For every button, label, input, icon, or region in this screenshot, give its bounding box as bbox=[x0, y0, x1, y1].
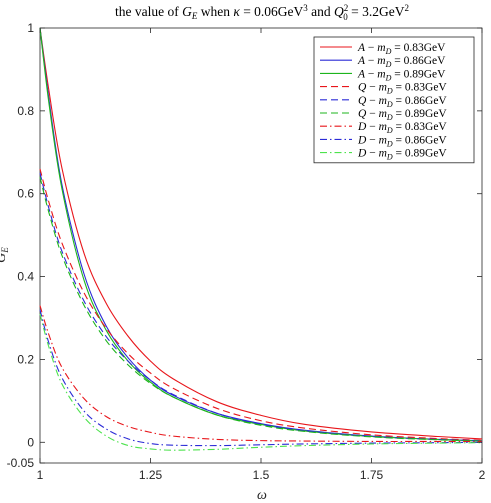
title-part-qsup: 2 bbox=[344, 3, 349, 13]
title-part-kappa: κ bbox=[233, 4, 240, 19]
title-part-5: = 3.2GeV bbox=[348, 4, 405, 19]
y-tick-label-4: 0.4 bbox=[17, 270, 34, 284]
legend-label-2: A − mD = 0.86GeV bbox=[357, 55, 446, 69]
x-axis-label: ω bbox=[257, 488, 267, 503]
legend-label-5: Q − mD = 0.86GeV bbox=[358, 95, 447, 109]
title-part-ge-sub: E bbox=[191, 11, 198, 21]
y-tick-label-5: 0.6 bbox=[17, 187, 34, 201]
title-part-q: Q bbox=[334, 4, 344, 19]
x-tick-label-3: 1.5 bbox=[253, 468, 270, 482]
legend-label-7: D − mD = 0.83GeV bbox=[357, 121, 447, 135]
title-part-qsub: 0 bbox=[343, 12, 348, 22]
title-part-4: and bbox=[308, 4, 334, 19]
title-part-3: = 0.06GeV bbox=[240, 4, 304, 19]
chart-title: the value of GE when κ = 0.06GeV3 and Q2… bbox=[115, 3, 409, 22]
y-tick-label-7: 1 bbox=[27, 21, 34, 35]
x-tick-label-1: 1 bbox=[37, 468, 44, 482]
series-line-6 bbox=[39, 177, 483, 442]
x-tick-label-2: 1.25 bbox=[139, 468, 163, 482]
x-tick-label-5: 2 bbox=[479, 468, 486, 482]
series-line-9 bbox=[39, 313, 483, 451]
title-part-1: the value of bbox=[115, 4, 182, 19]
y-axis-label: GE bbox=[0, 247, 10, 263]
legend-label-1: A − mD = 0.83GeV bbox=[357, 42, 446, 56]
legend-label-6: Q − mD = 0.89GeV bbox=[358, 108, 447, 122]
legend-label-3: A − mD = 0.89GeV bbox=[357, 68, 446, 82]
series-line-7 bbox=[39, 305, 482, 443]
legend-label-4: Q − mD = 0.83GeV bbox=[358, 82, 447, 96]
title-part-ge: G bbox=[182, 4, 192, 19]
series-line-1 bbox=[39, 27, 483, 440]
title-part-2: when bbox=[197, 4, 233, 19]
y-tick-label-2: 0 bbox=[27, 435, 34, 449]
legend-box bbox=[313, 36, 475, 164]
plot-area: 1 1.25 1.5 1.75 2 -0.05 0 0.2 0.4 0.6 0.8 1 bbox=[7, 21, 486, 482]
legend-label-9: D − mD = 0.89GeV bbox=[357, 148, 447, 162]
x-tick-label-4: 1.75 bbox=[360, 468, 384, 482]
series-line-8 bbox=[39, 309, 483, 447]
title-part-sup1: 3 bbox=[303, 3, 308, 13]
title-part-sup2: 2 bbox=[405, 3, 410, 13]
y-tick-label-3: 0.2 bbox=[17, 352, 34, 366]
legend-label-8: D − mD = 0.86GeV bbox=[357, 134, 447, 148]
y-tick-label-1: -0.05 bbox=[7, 456, 35, 470]
series-line-5 bbox=[39, 172, 483, 442]
y-tick-label-6: 0.8 bbox=[17, 104, 34, 118]
